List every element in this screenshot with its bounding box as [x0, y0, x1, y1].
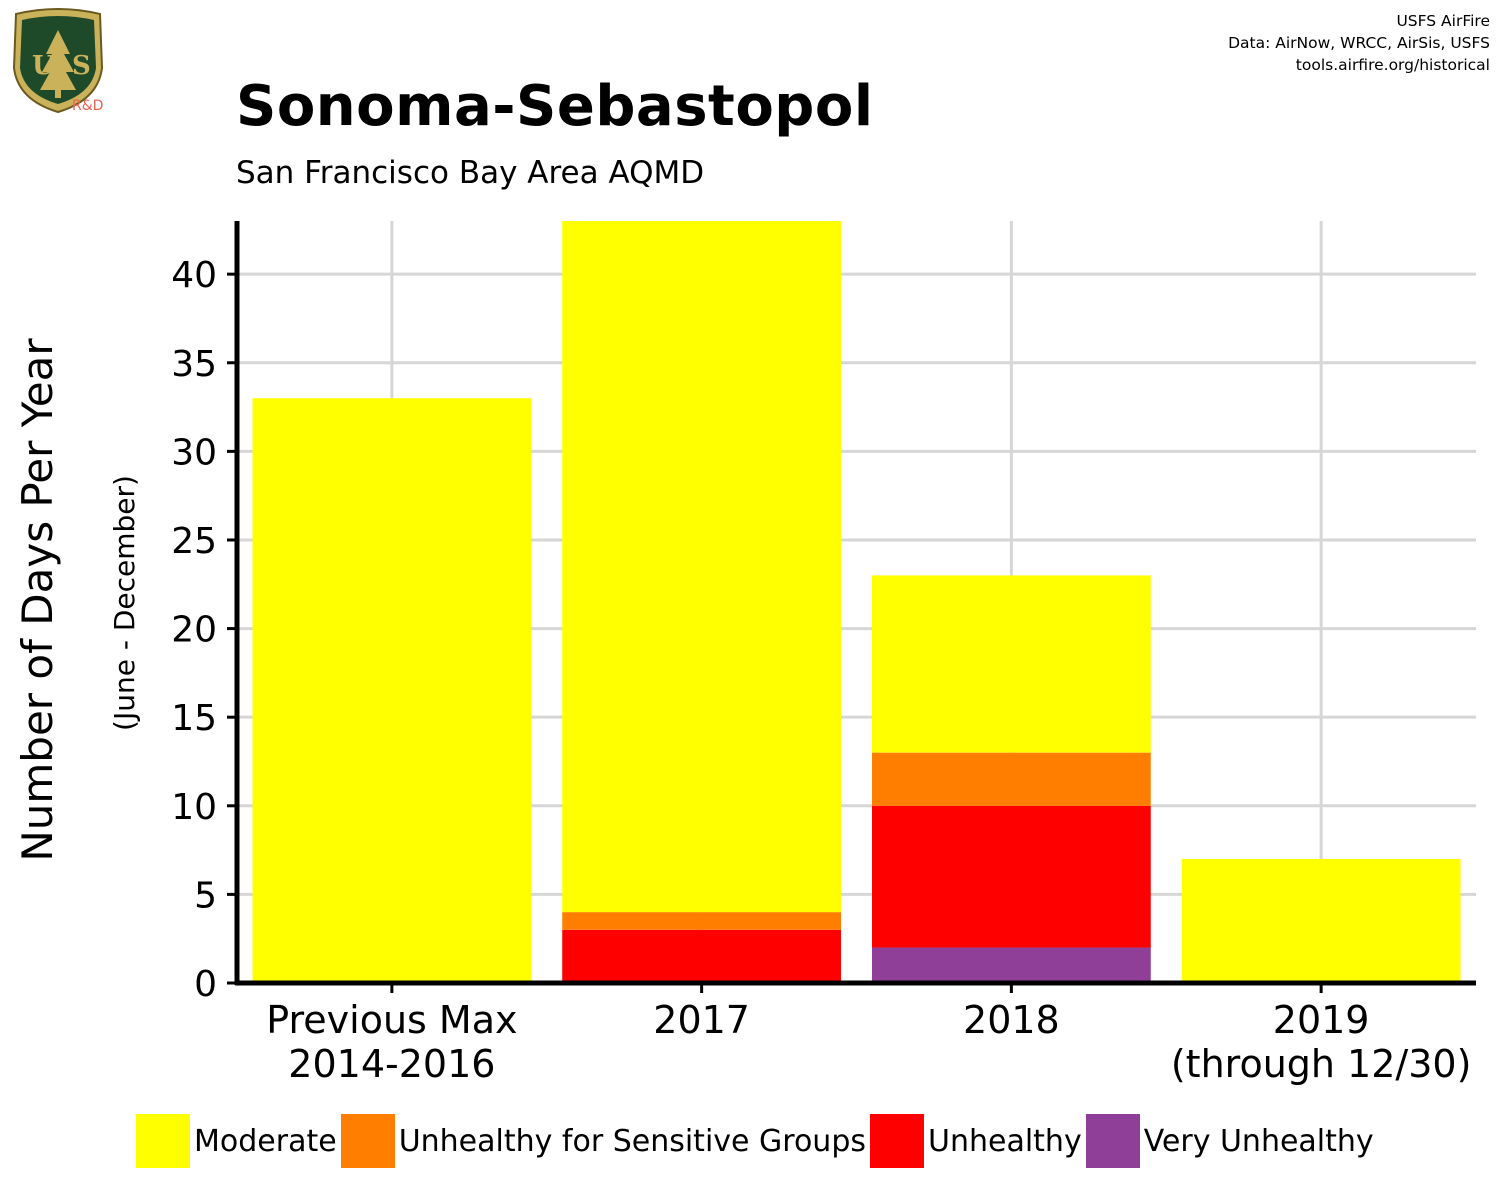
legend-label: Very Unhealthy	[1143, 1123, 1374, 1159]
y-tick-label: 10	[171, 787, 217, 828]
bar-unhealthy-for-sensitive-groups	[562, 912, 842, 930]
x-tick-label: 2014-2016	[288, 1042, 495, 1086]
y-tick-label: 25	[171, 521, 217, 562]
legend-swatch	[136, 1114, 190, 1168]
chart-subtitle: San Francisco Bay Area AQMD	[236, 155, 705, 191]
y-axis-title: Number of Days Per Year	[13, 338, 62, 862]
logo-rd-label: R&D	[72, 98, 104, 114]
bar-moderate	[1181, 858, 1461, 983]
x-tick-label: 2018	[963, 998, 1060, 1042]
bar-unhealthy	[871, 805, 1151, 948]
legend-item: Unhealthy for Sensitive Groups	[340, 1114, 866, 1168]
x-tick-label: Previous Max	[266, 998, 517, 1042]
svg-text:U: U	[32, 51, 55, 81]
credit-line: USFS AirFire	[1396, 12, 1490, 30]
legend-label: Moderate	[194, 1123, 337, 1159]
credit-line: tools.airfire.org/historical	[1295, 56, 1490, 74]
y-tick-label: 5	[194, 875, 217, 916]
x-tick-label: (through 12/30)	[1171, 1042, 1472, 1086]
svg-text:S: S	[72, 51, 91, 81]
legend: Moderate Unhealthy for Sensitive Groups Un…	[136, 1113, 1378, 1169]
y-axis-subtitle: (June - December)	[108, 475, 141, 731]
forest-service-shield-logo: U S	[12, 8, 104, 114]
bar-very-unhealthy	[871, 947, 1151, 983]
bar-unhealthy-for-sensitive-groups	[871, 752, 1151, 806]
bar-unhealthy	[562, 929, 842, 983]
chart-title: Sonoma-Sebastopol	[236, 74, 874, 139]
y-tick-label: 0	[194, 964, 217, 1005]
x-tick-label: 2017	[653, 998, 750, 1042]
legend-item: Very Unhealthy	[1085, 1114, 1374, 1168]
x-tick-label: 2019	[1273, 998, 1370, 1042]
legend-item: Moderate	[136, 1114, 337, 1168]
y-tick-label: 15	[171, 698, 217, 739]
legend-item: Unhealthy	[870, 1114, 1082, 1168]
y-tick-label: 40	[171, 255, 217, 296]
bar-moderate	[252, 398, 532, 983]
bar-moderate	[562, 221, 842, 913]
credits: USFS AirFire Data: AirNow, WRCC, AirSis,…	[1228, 10, 1490, 76]
legend-label: Unhealthy	[928, 1123, 1082, 1159]
legend-label: Unhealthy for Sensitive Groups	[398, 1123, 866, 1159]
credit-line: Data: AirNow, WRCC, AirSis, USFS	[1228, 34, 1490, 52]
y-tick-label: 30	[171, 432, 217, 473]
legend-swatch	[870, 1114, 924, 1168]
legend-swatch	[340, 1114, 395, 1168]
y-tick-label: 35	[171, 344, 217, 385]
legend-swatch	[1085, 1114, 1140, 1168]
y-tick-label: 20	[171, 610, 217, 651]
bar-moderate	[871, 575, 1151, 753]
